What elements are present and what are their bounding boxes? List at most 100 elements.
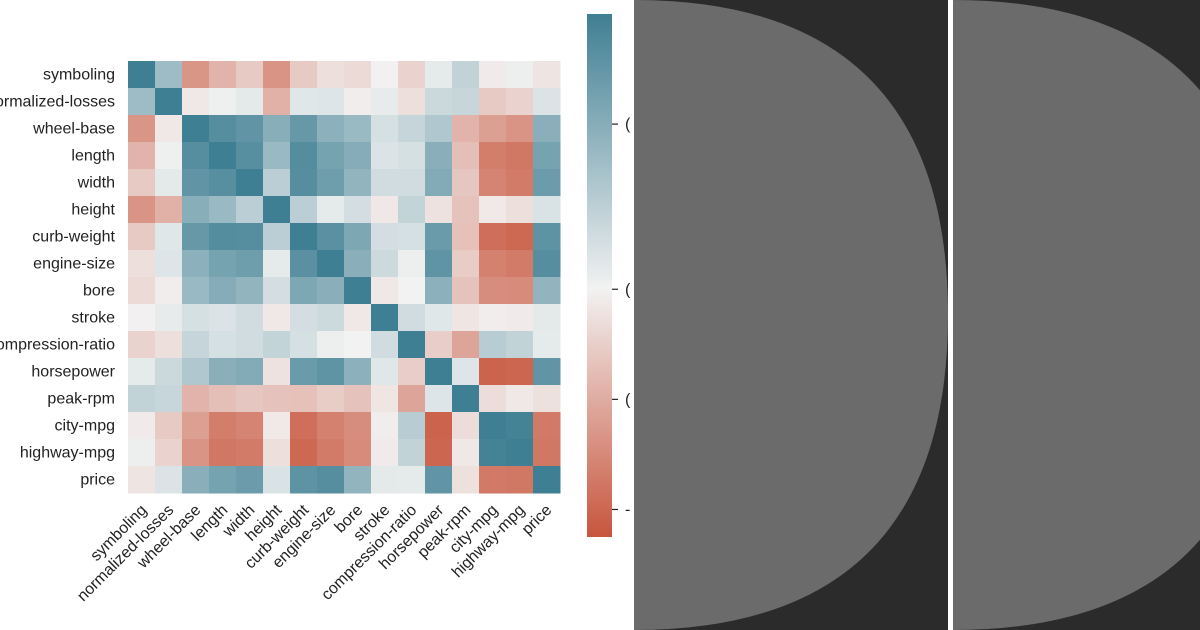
heatmap-cell [209, 412, 237, 440]
y-tick-label: stroke [71, 310, 115, 327]
heatmap-cell [452, 196, 480, 224]
heatmap-cell [425, 385, 453, 413]
heatmap-cell [371, 61, 399, 89]
y-tick-label: peak-rpm [47, 391, 115, 408]
y-tick-label: compression-ratio [0, 337, 115, 354]
heatmap-cell [452, 304, 480, 332]
colorbar-tick-label: ( [625, 281, 631, 298]
colorbar-tick-label: ( [625, 116, 631, 133]
heatmap-cell [371, 196, 399, 224]
heatmap-cell [290, 115, 318, 143]
heatmap-cell [128, 115, 156, 143]
heatmap-cell [317, 169, 345, 197]
heatmap-cell [479, 223, 507, 251]
heatmap-cell [398, 439, 426, 467]
heatmap-cell [371, 439, 399, 467]
heatmap-cell [290, 331, 318, 359]
panel-divider [948, 0, 953, 630]
gray-half-circle-left [634, 0, 948, 630]
heatmap-cell [155, 250, 183, 278]
heatmap-cell [182, 358, 210, 386]
heatmap-cell [263, 466, 291, 494]
heatmap-cell [182, 142, 210, 170]
dark-panel-svg [634, 0, 1200, 630]
heatmap-cell [317, 412, 345, 440]
y-tick-label: highway-mpg [20, 445, 115, 462]
heatmap-chart: symboling normalized-losses wheel-base leng… [0, 14, 631, 606]
heatmap-cell [128, 358, 156, 386]
heatmap-cell [128, 277, 156, 305]
heatmap-cell [182, 331, 210, 359]
heatmap-cell [371, 142, 399, 170]
heatmap-cell [290, 142, 318, 170]
heatmap-cell [533, 142, 561, 170]
heatmap-cell [452, 385, 480, 413]
heatmap-cell [344, 412, 372, 440]
heatmap-cell [290, 169, 318, 197]
heatmap-cell [155, 169, 183, 197]
heatmap-cell [290, 385, 318, 413]
heatmap-cell [398, 196, 426, 224]
heatmap-cell [209, 385, 237, 413]
heatmap-cell [506, 304, 534, 332]
heatmap-cell [506, 277, 534, 305]
heatmap-cell [236, 466, 264, 494]
heatmap-cell [155, 385, 183, 413]
heatmap-cell [479, 250, 507, 278]
heatmap-cell [398, 88, 426, 116]
heatmap-cell [317, 115, 345, 143]
heatmap-cell [209, 250, 237, 278]
heatmap-cell [506, 439, 534, 467]
heatmap-cell [479, 277, 507, 305]
heatmap-cell [344, 466, 372, 494]
heatmap-cell [290, 466, 318, 494]
heatmap-cell [506, 88, 534, 116]
heatmap-cell [425, 277, 453, 305]
heatmap-cell [506, 385, 534, 413]
heatmap-cell [263, 88, 291, 116]
heatmap-cell [533, 88, 561, 116]
heatmap-cell [344, 88, 372, 116]
heatmap-cell [263, 169, 291, 197]
heatmap-cell [425, 439, 453, 467]
heatmap-cell [506, 250, 534, 278]
heatmap-cell [182, 61, 210, 89]
heatmap-cell [398, 223, 426, 251]
heatmap-cell [452, 466, 480, 494]
heatmap-cell [263, 250, 291, 278]
heatmap-cell [506, 115, 534, 143]
y-tick-label: length [71, 148, 115, 165]
heatmap-cell [533, 331, 561, 359]
heatmap-cell [182, 466, 210, 494]
heatmap-cell [317, 223, 345, 251]
heatmap-cell [398, 385, 426, 413]
heatmap-cell [533, 277, 561, 305]
heatmap-cell [155, 88, 183, 116]
gray-half-circle-right [953, 0, 1200, 630]
colorbar [587, 14, 612, 537]
heatmap-cell [290, 277, 318, 305]
heatmap-cell [533, 61, 561, 89]
heatmap-cell [371, 250, 399, 278]
heatmap-cell [344, 277, 372, 305]
heatmap-cell [290, 304, 318, 332]
heatmap-cell [290, 412, 318, 440]
heatmap-cell [506, 358, 534, 386]
y-tick-label: wheel-base [32, 121, 115, 138]
heatmap-cell [263, 412, 291, 440]
heatmap-cell [371, 412, 399, 440]
heatmap-cell [371, 88, 399, 116]
heatmap-cell [317, 385, 345, 413]
heatmap-cell [236, 439, 264, 467]
heatmap-cell [533, 169, 561, 197]
heatmap-cell [236, 223, 264, 251]
heatmap-cell [236, 142, 264, 170]
heatmap-cell [128, 61, 156, 89]
heatmap-cell [533, 412, 561, 440]
heatmap-cell [209, 223, 237, 251]
heatmap-cell [344, 385, 372, 413]
heatmap-cell [479, 169, 507, 197]
heatmap-cell [479, 88, 507, 116]
heatmap-cell [398, 358, 426, 386]
y-tick-label: curb-weight [32, 229, 115, 246]
